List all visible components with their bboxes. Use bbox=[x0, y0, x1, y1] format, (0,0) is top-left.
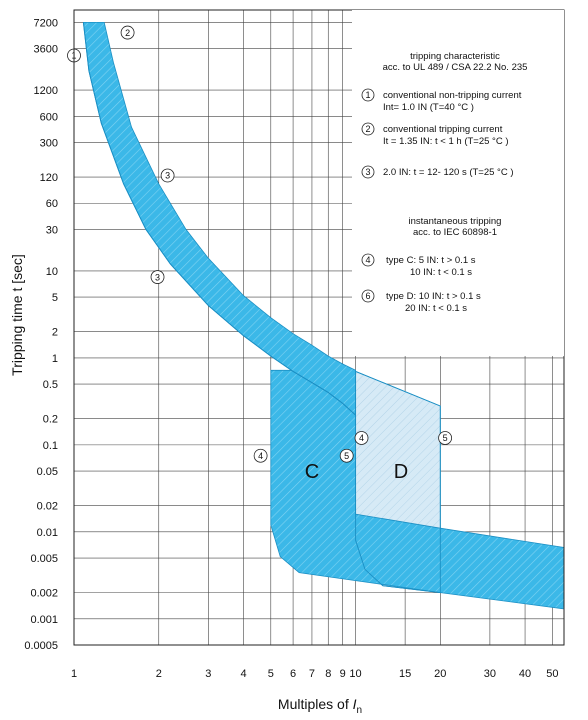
x-axis-title: Multiples of In bbox=[278, 696, 362, 716]
y-tick-label: 0.005 bbox=[30, 553, 58, 565]
legend-title-1: tripping characteristic bbox=[410, 51, 500, 62]
marker-circle-5 bbox=[339, 448, 354, 463]
marker-circle-5 bbox=[438, 431, 453, 445]
legend-num-6: 6 bbox=[365, 291, 370, 301]
y-axis-title: Tripping time t [sec] bbox=[9, 254, 25, 376]
tripping-bands bbox=[82, 21, 565, 610]
legend-item3-line1: 2.0 IN: t = 12- 120 s (T=25 °C ) bbox=[383, 167, 514, 178]
legend-item2-line1: conventional tripping current bbox=[383, 124, 503, 135]
y-tick-label: 3600 bbox=[34, 44, 58, 56]
x-tick-label: 2 bbox=[156, 668, 162, 680]
x-tick-label: 30 bbox=[484, 668, 496, 680]
y-tick-label: 600 bbox=[40, 111, 58, 123]
y-tick-label: 10 bbox=[46, 266, 58, 278]
legend-circle-3 bbox=[361, 165, 375, 179]
marker-num-4: 4 bbox=[258, 451, 263, 461]
marker-circle-4 bbox=[253, 448, 268, 463]
marker-circle-2 bbox=[120, 25, 135, 40]
y-tick-label: 2 bbox=[52, 327, 58, 339]
thermal-lower-line bbox=[82, 22, 356, 416]
x-tick-label: 15 bbox=[399, 668, 411, 680]
x-tick-label: 6 bbox=[290, 668, 296, 680]
marker-circle-3 bbox=[160, 168, 175, 183]
y-tick-label: 0.5 bbox=[43, 379, 58, 391]
y-tick-label: 5 bbox=[52, 292, 58, 304]
legend: tripping characteristic acc. to UL 489 /… bbox=[361, 51, 528, 314]
legend-num-2: 2 bbox=[365, 124, 370, 134]
x-tick-label: 4 bbox=[240, 668, 246, 680]
legend-item4-line2: 10 IN: t < 0.1 s bbox=[410, 267, 472, 278]
y-tick-label: 30 bbox=[46, 224, 58, 236]
legend-circle-2 bbox=[361, 122, 375, 136]
y-tick-label: 0.001 bbox=[30, 614, 58, 626]
y-tick-label: 1200 bbox=[34, 85, 58, 97]
x-tick-label: 50 bbox=[546, 668, 558, 680]
x-tick-label: 20 bbox=[434, 668, 446, 680]
legend-panel bbox=[352, 10, 564, 356]
marker-num-2: 2 bbox=[125, 28, 130, 38]
y-tick-label: 7200 bbox=[34, 17, 58, 29]
region-label-c: C bbox=[305, 461, 319, 483]
legend-item1-line1: conventional non-tripping current bbox=[383, 90, 522, 101]
y-tick-label: 300 bbox=[40, 137, 58, 149]
marker-circle-3 bbox=[150, 270, 165, 284]
legend-circle-4 bbox=[361, 253, 375, 267]
y-tick-label: 0.1 bbox=[43, 440, 58, 452]
x-tick-labels: 1 2 3 4 5 6 7 8 9 10 15 20 30 40 50 bbox=[71, 668, 559, 680]
x-tick-label: 5 bbox=[268, 668, 274, 680]
legend-num-3: 3 bbox=[365, 167, 370, 177]
legend-inst-title-2: acc. to IEC 60898-1 bbox=[413, 227, 497, 238]
y-tick-label: 1 bbox=[52, 353, 58, 365]
x-tick-label: 40 bbox=[519, 668, 531, 680]
y-tick-label: 0.05 bbox=[37, 466, 58, 478]
x-tick-label: 9 bbox=[340, 668, 346, 680]
y-tick-label: 0.002 bbox=[30, 588, 58, 600]
legend-num-4: 4 bbox=[365, 255, 370, 265]
x-tick-label: 10 bbox=[349, 668, 361, 680]
legend-item1-line2: Int= 1.0 IN (T=40 °C ) bbox=[383, 102, 474, 113]
x-tick-label: 8 bbox=[325, 668, 331, 680]
y-tick-label: 0.02 bbox=[37, 501, 58, 513]
marker-num-5: 5 bbox=[344, 451, 349, 461]
marker-num-3: 3 bbox=[165, 171, 170, 181]
x-tick-label: 3 bbox=[205, 668, 211, 680]
y-tick-label: 120 bbox=[40, 172, 58, 184]
marker-circle-4 bbox=[354, 431, 369, 445]
x-tick-label: 7 bbox=[309, 668, 315, 680]
y-tick-label: 0.01 bbox=[37, 527, 58, 539]
x-tick-label: 1 bbox=[71, 668, 77, 680]
marker-num-3: 3 bbox=[155, 272, 160, 282]
y-tick-labels: 7200 3600 1200 600 300 120 60 30 10 5 2 1 0.5 0.2 0.1 0… bbox=[24, 17, 58, 652]
legend-circle-1 bbox=[361, 88, 375, 102]
legend-item6-line1: type D: 10 IN: t > 0.1 s bbox=[386, 291, 481, 302]
band-d-outline bbox=[355, 370, 441, 594]
legend-inst-title-1: instantaneous tripping bbox=[409, 216, 502, 227]
legend-title-2: acc. to UL 489 / CSA 22.2 No. 235 bbox=[383, 62, 528, 73]
y-tick-label: 0.2 bbox=[43, 414, 58, 426]
legend-item6-line2: 20 IN: t < 0.1 s bbox=[405, 303, 467, 314]
region-label-d: D bbox=[394, 461, 408, 483]
y-tick-label: 0.0005 bbox=[24, 640, 58, 652]
legend-item4-line1: type C: 5 IN: t > 0.1 s bbox=[386, 255, 476, 266]
marker-num-4: 4 bbox=[359, 433, 364, 443]
legend-circle-6 bbox=[361, 289, 375, 303]
legend-item2-line2: It = 1.35 IN: t < 1 h (T=25 °C ) bbox=[383, 136, 509, 147]
legend-num-1: 1 bbox=[365, 90, 370, 100]
marker-num-5: 5 bbox=[443, 433, 448, 443]
y-tick-label: 60 bbox=[46, 198, 58, 210]
